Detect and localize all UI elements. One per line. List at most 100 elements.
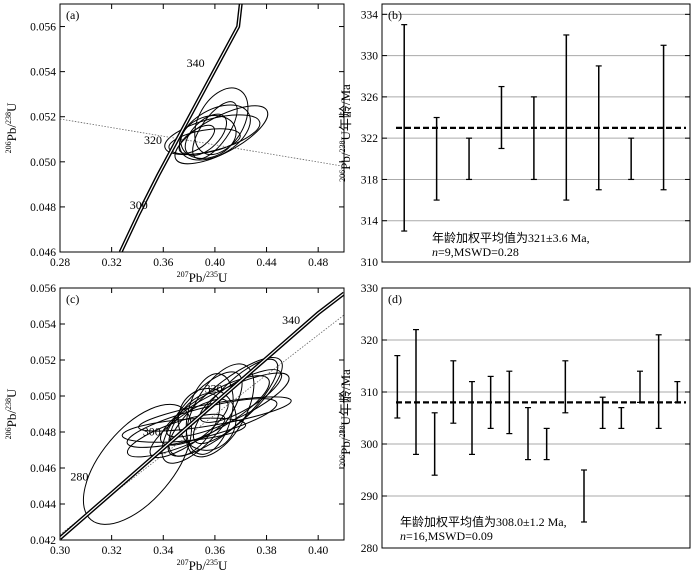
y-tick-label: 0.050	[30, 391, 56, 403]
y-tick-label: 280	[361, 543, 379, 555]
error-ellipse	[126, 398, 278, 448]
panel-label: (c)	[66, 292, 79, 306]
label-part: Pb/	[189, 270, 207, 285]
y-tick-label: 0.042	[30, 535, 56, 547]
superscript: 235	[206, 270, 218, 279]
error-ellipse	[174, 105, 269, 165]
panel-d: 年龄加权平均值为308.0±1.2 Ma,n=16,MSWD=0.09 280 29…	[361, 283, 691, 555]
plot-area-a: 300 320 340	[60, 4, 344, 252]
superscript: 238	[338, 426, 347, 438]
x-tick-label: 0.38	[256, 545, 276, 557]
concordia-curve-inner	[60, 292, 344, 539]
x-tick-label: 0.36	[153, 257, 173, 269]
label-part: Pb/	[338, 437, 353, 455]
y-tick-label: 0.048	[30, 202, 56, 214]
age-label-320: 320	[144, 133, 162, 147]
error-ellipse	[185, 363, 255, 458]
label-part: Pb/	[338, 152, 353, 170]
y-tick-label: 310	[361, 387, 379, 399]
error-ellipse	[126, 413, 226, 458]
weighted-mean-annotation: 年龄加权平均值为321±3.6 Ma,	[432, 230, 590, 245]
y-tick-label: 0.054	[30, 319, 56, 331]
superscript: 238	[4, 398, 13, 410]
superscript: 235	[206, 558, 218, 567]
plot-frame	[381, 287, 691, 549]
label-part: Pb/	[4, 124, 19, 142]
y-tick-label: 0.056	[30, 22, 56, 34]
x-axis-label: 207Pb/235U	[177, 270, 228, 285]
error-ellipse	[168, 128, 241, 155]
error-ellipse	[192, 358, 279, 445]
x-tick-label: 0.28	[50, 257, 70, 269]
concordia-curve-inner	[120, 4, 242, 252]
label-part: U	[4, 102, 19, 112]
x-tick-label: 0.32	[102, 545, 122, 557]
x-tick-label: 0.30	[50, 545, 70, 557]
plot-area-d	[382, 329, 690, 523]
y-tick-label: 322	[361, 133, 379, 145]
x-tick-label: 0.34	[153, 545, 173, 557]
x-axis-label-text: 207Pb/235U	[177, 558, 228, 573]
superscript: 238	[4, 112, 13, 124]
n-symbol: n	[432, 245, 438, 259]
panel-label: (d)	[388, 292, 402, 306]
y-tick-label: 310	[361, 257, 379, 269]
age-label-340: 340	[187, 56, 205, 70]
error-ellipse	[82, 403, 192, 525]
error-ellipse	[192, 101, 238, 160]
superscript: 206	[4, 141, 13, 153]
panel-label: (b)	[388, 8, 402, 22]
x-tick-label: 0.36	[205, 545, 225, 557]
y-tick-label: 0.046	[30, 463, 56, 475]
age-label-300: 300	[143, 425, 161, 439]
y-tick-label: 290	[361, 491, 379, 503]
y-tick-label: 0.052	[30, 355, 56, 367]
superscript: 206	[338, 455, 347, 467]
y-tick-label: 318	[361, 174, 379, 186]
panel-a: 300 320 340 0.28 0.32 0.36 0.40 0.44 0.48 0.046 0.…	[30, 3, 345, 269]
y-axis-label: 206Pb/238U	[4, 102, 19, 153]
label-part: Pb/	[189, 558, 207, 573]
age-label-320: 320	[205, 381, 223, 395]
panel-label: (a)	[66, 8, 79, 22]
mswd-annotation: n=16,MSWD=0.09	[400, 529, 493, 543]
x-axis-label: 207Pb/235U	[177, 558, 228, 573]
plot-area-c: 280 300 320 340	[60, 291, 344, 540]
label-part: U	[218, 558, 228, 573]
y-tick-label: 0.052	[30, 112, 56, 124]
y-tick-label: 300	[361, 439, 379, 451]
plot-frame	[59, 3, 345, 253]
y-tick-label: 0.044	[30, 499, 56, 511]
y-tick-label: 314	[361, 216, 379, 228]
error-ellipse	[168, 392, 221, 457]
y-tick-label: 0.046	[30, 247, 56, 259]
age-label-280: 280	[70, 470, 88, 484]
y-tick-label: 0.050	[30, 157, 56, 169]
error-ellipse	[180, 115, 237, 159]
n-symbol: n	[400, 529, 406, 543]
y-tick-label: 320	[361, 335, 379, 347]
weighted-mean-annotation: 年龄加权平均值为308.0±1.2 Ma,	[400, 514, 567, 529]
label-part: U年龄/Ma	[338, 369, 353, 426]
y-axis-label-text: 206Pb/238U	[4, 388, 19, 439]
y-axis-label: 206Pb/238U年龄/Ma	[338, 84, 353, 182]
x-tick-label: 0.40	[308, 545, 328, 557]
y-tick-label: 0.054	[30, 67, 56, 79]
superscript: 206	[4, 427, 13, 439]
y-axis-label-text: 206Pb/238U年龄/Ma	[338, 369, 353, 467]
error-ellipse	[178, 124, 216, 154]
y-axis-label: 206Pb/238U	[4, 388, 19, 439]
label-part: Pb/	[4, 410, 19, 428]
x-tick-label: 0.40	[205, 257, 225, 269]
y-axis-label-text: 206Pb/238U	[4, 102, 19, 153]
y-tick-label: 0.048	[30, 427, 56, 439]
superscript: 238	[338, 141, 347, 153]
panel-b: 年龄加权平均值为321±3.6 Ma,n=9,MSWD=0.28 310 314 31…	[361, 3, 691, 269]
label-part: U	[218, 270, 228, 285]
x-tick-label: 0.44	[256, 257, 276, 269]
superscript: 206	[338, 170, 347, 182]
x-tick-label: 0.32	[102, 257, 122, 269]
plot-frame	[59, 287, 345, 541]
superscript: 207	[177, 558, 189, 567]
